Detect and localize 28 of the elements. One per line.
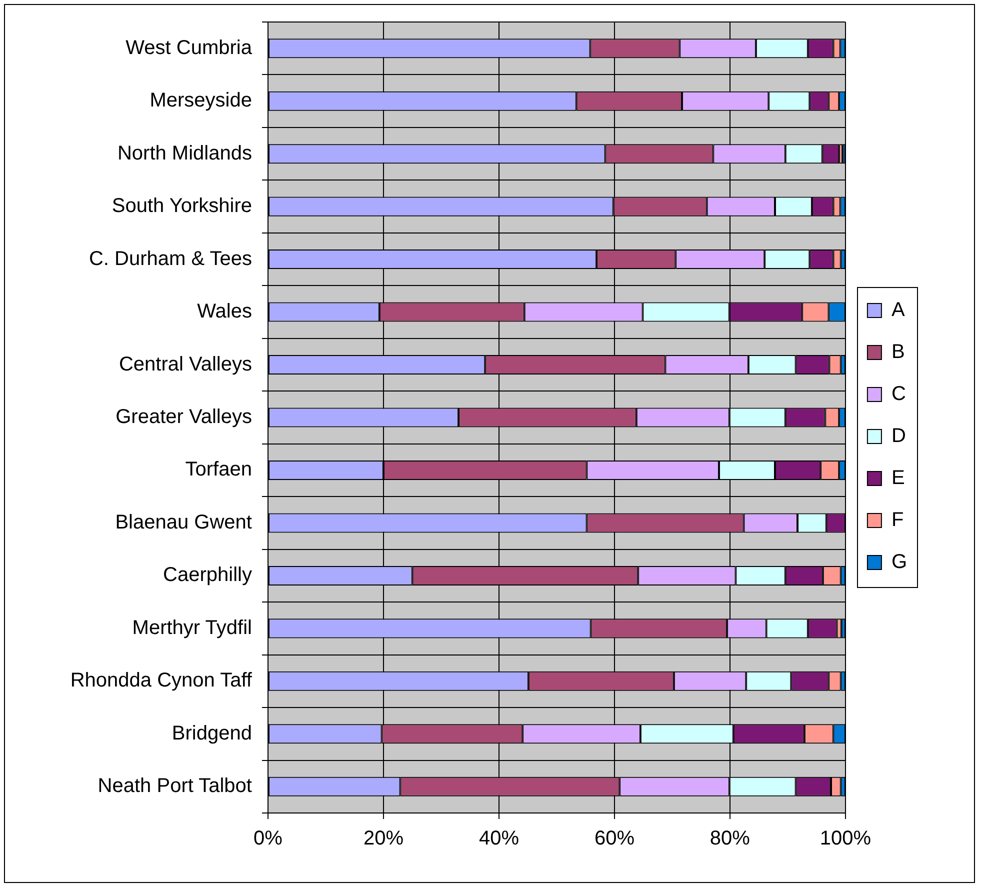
legend-label: C [891, 383, 906, 406]
y-tick-label: Wales [197, 300, 252, 323]
legend-label: B [891, 341, 905, 364]
x-tick-label: 60% [594, 828, 635, 850]
y-tick-label: Greater Valleys [116, 406, 252, 428]
y-tick-label: C. Durham & Tees [88, 248, 252, 270]
legend-label: D [891, 425, 906, 448]
y-tick-label: South Yorkshire [112, 195, 252, 218]
x-tick-label: 80% [710, 828, 750, 850]
x-tick-label: 0% [254, 828, 283, 850]
legend-label: F [891, 509, 904, 532]
x-tick-label: 20% [363, 828, 404, 850]
legend-label: A [891, 299, 906, 322]
y-tick-label: Merseyside [150, 90, 252, 112]
y-tick-label: Blaenau Gwent [115, 511, 252, 534]
y-tick-label: Central Valleys [118, 353, 252, 376]
x-tick-label: 40% [478, 828, 520, 850]
legend-label: G [891, 551, 908, 574]
y-tick-label: Caerphilly [163, 564, 252, 586]
x-tick-label: 100% [820, 828, 872, 850]
y-tick-label: West Cumbria [126, 36, 253, 59]
legend-label: E [891, 467, 905, 490]
y-tick-label: North Midlands [117, 142, 252, 164]
y-tick-label: Bridgend [172, 722, 252, 744]
y-tick-label: Torfaen [185, 458, 252, 481]
y-tick-label: Neath Port Talbot [98, 775, 252, 798]
y-tick-label: Rhondda Cynon Taff [70, 670, 252, 692]
y-tick-label: Merthyr Tydfil [132, 616, 252, 639]
